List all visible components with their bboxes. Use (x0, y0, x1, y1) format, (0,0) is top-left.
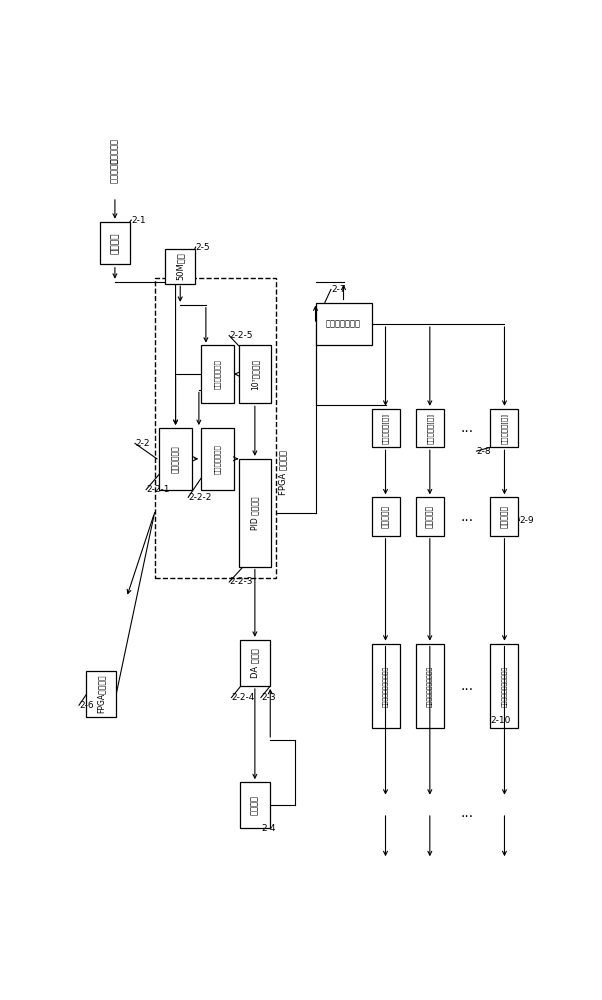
Text: 2-7: 2-7 (331, 285, 346, 294)
Text: PID 控制电路: PID 控制电路 (250, 496, 259, 530)
Text: 编码与控制模块: 编码与控制模块 (326, 320, 361, 329)
FancyBboxPatch shape (159, 428, 192, 490)
Text: 2-4: 2-4 (261, 824, 276, 833)
FancyBboxPatch shape (315, 303, 371, 345)
Text: 三态输出单路总线缓冲器: 三态输出单路总线缓冲器 (501, 665, 507, 707)
Text: 2-2-2: 2-2-2 (188, 493, 211, 502)
FancyBboxPatch shape (416, 644, 444, 728)
Text: 三态输出单路总线缓冲器: 三态输出单路总线缓冲器 (427, 665, 433, 707)
FancyBboxPatch shape (416, 497, 444, 536)
FancyBboxPatch shape (491, 497, 518, 536)
Text: 秒脉冲信号: 秒脉冲信号 (110, 158, 119, 183)
Text: 10⁷分频电路: 10⁷分频电路 (250, 359, 259, 390)
FancyBboxPatch shape (491, 409, 518, 447)
Text: 2-8: 2-8 (477, 447, 491, 456)
Text: 相位差计算电路: 相位差计算电路 (214, 444, 221, 474)
Text: FPGA配置模块: FPGA配置模块 (96, 674, 105, 713)
Text: ...: ... (461, 421, 474, 435)
Text: ...: ... (461, 510, 474, 524)
Text: 光电耦合器: 光电耦合器 (426, 505, 434, 528)
Text: 2-6: 2-6 (79, 701, 93, 710)
Text: 单路反相器[图]: 单路反相器[图] (382, 412, 389, 444)
Text: 2-2-5: 2-2-5 (229, 331, 253, 340)
FancyBboxPatch shape (240, 640, 270, 686)
FancyBboxPatch shape (491, 644, 518, 728)
Text: 2-5: 2-5 (196, 243, 210, 252)
Text: FPGA 控制电路: FPGA 控制电路 (278, 451, 287, 495)
Text: 单路反相器[图]: 单路反相器[图] (426, 412, 433, 444)
Text: 光电耦合器: 光电耦合器 (381, 505, 390, 528)
Text: ...: ... (461, 679, 474, 693)
FancyBboxPatch shape (371, 497, 400, 536)
Text: 2-10: 2-10 (491, 716, 511, 725)
Text: 2-2-1: 2-2-1 (146, 485, 170, 494)
Text: 信号捕获电路: 信号捕获电路 (171, 445, 180, 473)
Text: 2-3: 2-3 (261, 693, 276, 702)
FancyBboxPatch shape (201, 428, 234, 490)
FancyBboxPatch shape (238, 459, 272, 567)
Text: 秒脉冲信号: 秒脉冲信号 (110, 138, 119, 163)
Text: 2-9: 2-9 (520, 516, 534, 525)
Text: 恒温晶振: 恒温晶振 (250, 795, 259, 815)
Text: 光电耦合器: 光电耦合器 (500, 505, 509, 528)
Text: DA 转换器: DA 转换器 (250, 648, 259, 678)
Text: ...: ... (461, 806, 474, 820)
Text: 2-2: 2-2 (135, 439, 149, 448)
Text: 50M晶振: 50M晶振 (176, 252, 185, 280)
FancyBboxPatch shape (100, 222, 130, 264)
Text: 2-1: 2-1 (131, 216, 146, 225)
FancyBboxPatch shape (371, 644, 400, 728)
Text: 单路反相器[图]: 单路反相器[图] (501, 412, 508, 444)
Text: 数字锁相环电路: 数字锁相环电路 (214, 359, 221, 389)
FancyBboxPatch shape (201, 345, 234, 403)
FancyBboxPatch shape (240, 782, 270, 828)
Text: 2-2-3: 2-2-3 (229, 578, 253, 586)
Text: 2-2-4: 2-2-4 (232, 693, 255, 702)
FancyBboxPatch shape (85, 671, 116, 717)
FancyBboxPatch shape (165, 249, 196, 284)
FancyBboxPatch shape (238, 345, 272, 403)
FancyBboxPatch shape (371, 409, 400, 447)
FancyBboxPatch shape (416, 409, 444, 447)
Text: 滤波电路: 滤波电路 (110, 232, 119, 254)
Text: 三态输出单路总线缓冲器: 三态输出单路总线缓冲器 (383, 665, 388, 707)
